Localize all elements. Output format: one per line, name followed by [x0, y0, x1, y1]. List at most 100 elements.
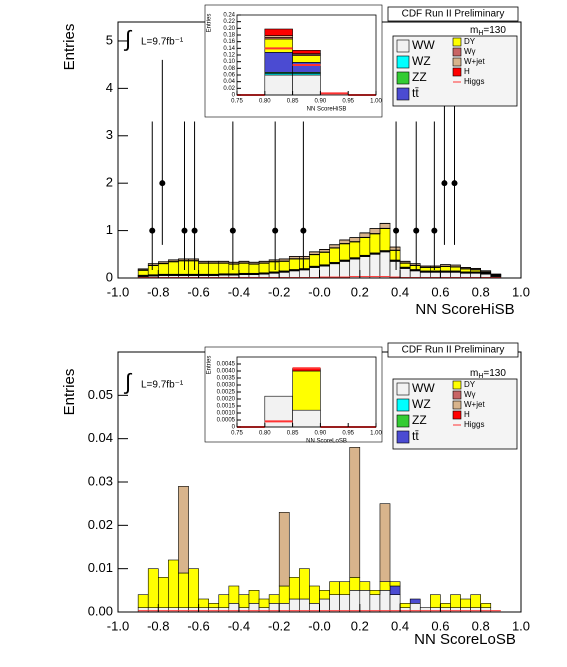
mass-subscript: H	[478, 30, 483, 37]
stack-segment	[319, 249, 330, 253]
legend-label: WW	[412, 381, 435, 395]
stack-segment	[399, 263, 411, 268]
inset-y-tick-label: 0.0015	[217, 404, 236, 410]
inset-plot	[237, 28, 376, 96]
stack-segment	[359, 232, 371, 238]
x-tick-label: 0.6	[431, 284, 449, 299]
stack-segment	[369, 594, 381, 613]
stack-segment	[188, 568, 199, 608]
legend-label: WZ	[412, 54, 431, 68]
stack-segment	[339, 261, 351, 279]
stack-segment	[339, 239, 351, 244]
mass-symbol: m	[470, 25, 478, 36]
stack-segment	[349, 577, 361, 591]
legend-label: ZZ	[412, 413, 427, 427]
mass-text: =130	[483, 368, 506, 379]
legend-label: tt̄	[412, 86, 419, 100]
stack-segment	[248, 590, 260, 604]
x-tick-label: 0.2	[351, 284, 369, 299]
inset-x-tick-label: 0.90	[315, 99, 327, 105]
stack-segment	[248, 263, 260, 274]
stack-segment	[379, 581, 391, 591]
stack-segment	[319, 598, 330, 613]
stack-segment	[450, 266, 461, 272]
inset-y-tick-label: 0.18	[223, 33, 235, 39]
stack-segment	[319, 265, 330, 279]
data-point	[159, 180, 166, 187]
inset-x-tick-label: 0.80	[259, 99, 271, 105]
inset-y-tick-label: 0.0045	[217, 362, 236, 368]
x-tick-label: -0.8	[147, 618, 169, 633]
y-axis-label: Entries	[61, 24, 78, 71]
legend-label: ZZ	[412, 70, 427, 84]
x-tick-label: 0.2	[351, 618, 369, 633]
stack-segment	[430, 607, 441, 613]
stack-segment	[359, 581, 371, 591]
stack-segment	[329, 594, 340, 613]
legend-label: Higgs	[464, 77, 484, 86]
stack-segment	[228, 585, 240, 604]
stack-segment	[379, 251, 391, 279]
stack-segment	[409, 270, 421, 279]
inset-y-tick-label: 0.22	[223, 19, 235, 25]
legend-label: Wγ	[464, 390, 476, 399]
inset-x-tick-label: 0.80	[259, 431, 271, 437]
stack-segment	[168, 559, 179, 608]
stack-segment	[329, 581, 340, 595]
x-tick-label: -0.6	[187, 618, 209, 633]
data-point	[413, 227, 420, 234]
inset-y-tick-label: 0.0020	[217, 397, 236, 403]
stack-segment	[178, 260, 189, 275]
inset-y-tick-label: 0.08	[223, 66, 235, 72]
lumi-label: L=9.7fb⁻¹	[141, 380, 184, 391]
stack-segment	[137, 594, 149, 608]
inset-y-tick-label: 0.0010	[217, 411, 236, 417]
stack-segment	[440, 603, 451, 608]
inset-y-tick-label: 0.0030	[217, 383, 236, 389]
inset-y-tick-label: 0.10	[223, 59, 235, 65]
x-tick-label: -0.4	[228, 618, 250, 633]
stack-segment	[178, 572, 189, 608]
stack-segment	[258, 598, 270, 608]
stack-segment	[228, 263, 240, 275]
y-tick-label: 0.05	[88, 387, 113, 402]
stack-segment	[470, 594, 481, 608]
y-tick-label: 1	[106, 222, 113, 237]
legend-swatch	[452, 410, 462, 420]
stack-segment	[369, 233, 381, 254]
legend-swatch	[452, 390, 462, 400]
stack-segment	[147, 265, 159, 275]
x-tick-label: -0.2	[268, 284, 290, 299]
x-axis-label: NN ScoreLoSB	[414, 631, 516, 648]
data-point	[229, 227, 236, 234]
inset-x-label: NN ScoreLoSB	[306, 439, 347, 445]
stack-segment	[389, 581, 401, 587]
stack-segment	[299, 598, 310, 613]
inset-x-tick-label: 0.85	[287, 99, 299, 105]
chart-title: CDF Run II Preliminary	[402, 9, 505, 20]
stack-segment	[480, 603, 492, 608]
x-tick-label: 0.6	[431, 618, 449, 633]
stack-segment	[268, 261, 280, 273]
stack-segment	[198, 598, 209, 608]
legend-swatch	[452, 400, 462, 410]
stack-segment	[329, 244, 340, 248]
stack-segment	[379, 228, 391, 251]
y-axis-label: Entries	[61, 369, 78, 416]
stack-segment	[278, 261, 290, 272]
stack-segment	[460, 607, 471, 613]
stack-segment	[399, 268, 411, 279]
stack-segment	[299, 258, 310, 269]
inset-x-tick-label: 0.95	[342, 99, 354, 105]
mass-subscript: H	[478, 373, 483, 380]
stack-segment	[288, 270, 300, 279]
stack-segment	[389, 250, 401, 261]
stack-segment	[460, 598, 471, 608]
stack-segment	[379, 223, 391, 229]
stack-segment	[292, 50, 321, 54]
x-tick-label: 0.4	[391, 284, 409, 299]
stack-segment	[288, 258, 300, 270]
legend-label: DY	[464, 380, 476, 389]
inset-x-tick-label: 0.95	[342, 431, 354, 437]
stack-segment	[158, 577, 169, 608]
